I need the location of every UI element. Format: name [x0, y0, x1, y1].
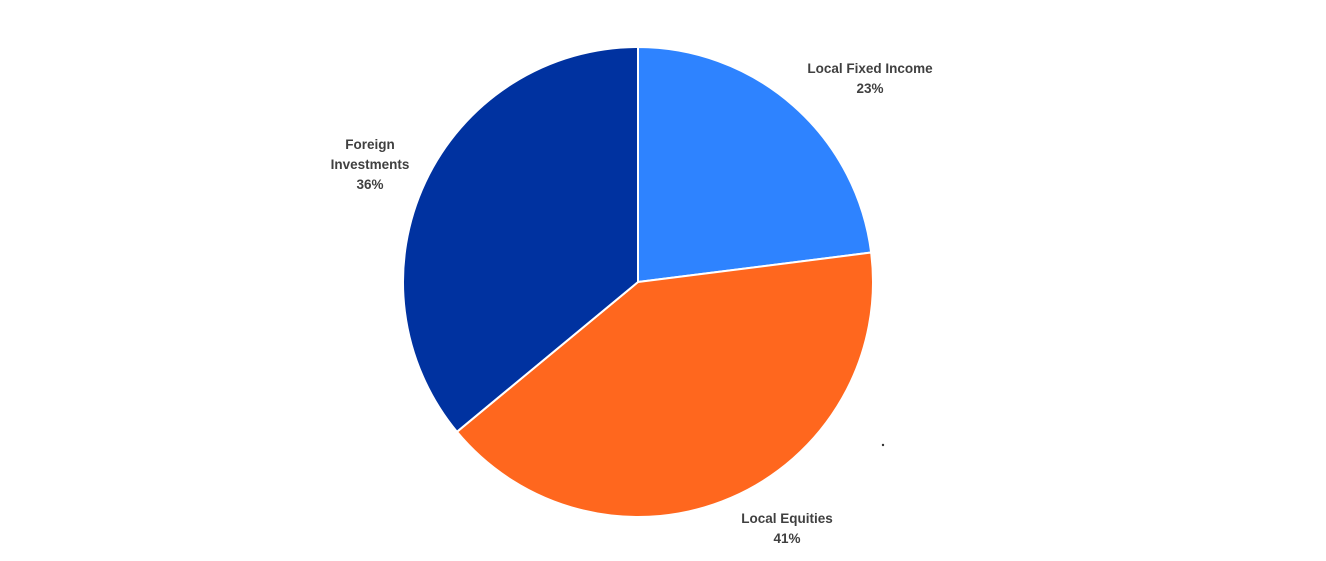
stray-dot-mark [881, 443, 885, 447]
slice-name-label: Investments [331, 157, 410, 172]
slice-label-local-equities: Local Equities 41% [741, 511, 833, 546]
pie-slice-local-equities [455, 251, 874, 518]
slice-name-label: Foreign [345, 137, 395, 152]
slice-name-label: Local Equities [741, 511, 833, 526]
slice-percent-label: 36% [356, 177, 383, 192]
slice-percent-label: 41% [773, 531, 800, 546]
slice-label-foreign-investments: Foreign Investments 36% [331, 137, 410, 192]
slice-percent-label: 23% [856, 81, 883, 96]
pie-slice-foreign-investments [402, 46, 639, 433]
slice-label-local-fixed-income: Local Fixed Income 23% [807, 61, 933, 96]
slice-name-label: Local Fixed Income [807, 61, 933, 76]
pie-slices [402, 46, 874, 518]
pie-labels: Local Fixed Income 23% Local Equities 41% Fo… [331, 61, 934, 546]
pie-slice-local-fixed-income [637, 46, 873, 283]
